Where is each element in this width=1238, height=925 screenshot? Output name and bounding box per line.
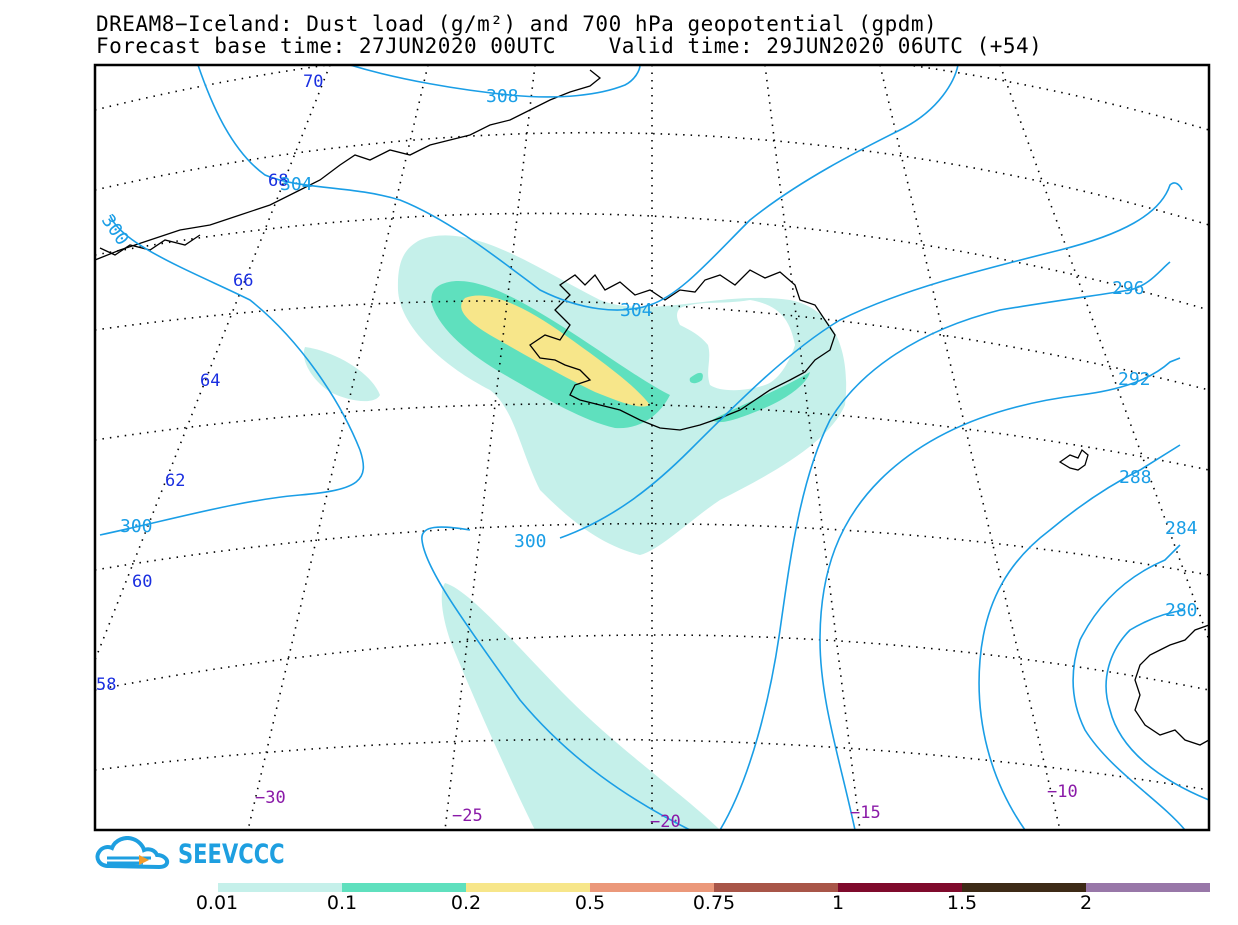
geopotential-contours (99, 65, 1209, 830)
dust-load-shading (303, 235, 847, 830)
colorbar-label: 1 (831, 892, 845, 914)
contour-label: 300 (514, 531, 547, 552)
lat-label: 62 (165, 471, 185, 491)
colorbar-segment (466, 883, 590, 892)
colorbar (218, 883, 1210, 892)
colorbar-label: 0.5 (574, 892, 606, 914)
contour-label: 288 (1119, 467, 1152, 488)
contour-304-north (197, 65, 959, 311)
contour-296 (719, 261, 1171, 830)
colorbar-segment (342, 883, 466, 892)
colorbar-label: 0.75 (692, 892, 736, 914)
colorbar-segment (1086, 883, 1210, 892)
colorbar-label: 0.1 (326, 892, 358, 914)
contour-284 (1072, 544, 1186, 830)
contour-label: 300 (97, 211, 133, 250)
colorbar-segment (714, 883, 838, 892)
lon-label: −10 (1047, 782, 1078, 802)
contour-label: 300 (120, 516, 153, 537)
norway-coast (1134, 624, 1209, 746)
lon-label: −25 (452, 806, 483, 826)
map-frame (93, 63, 1211, 832)
contour-300-main (421, 182, 1183, 830)
lon-label: −15 (850, 803, 881, 823)
lat-label: 66 (233, 271, 253, 291)
lat-label: 64 (200, 371, 220, 391)
lat-label: 58 (96, 675, 116, 695)
dust-area-high (461, 295, 650, 407)
lat-label: 70 (303, 72, 323, 92)
iceland-coast (529, 269, 836, 431)
dust-area-low-south (441, 583, 720, 830)
colorbar-segment (590, 883, 714, 892)
map-title-line2: Forecast base time: 27JUN2020 00UTC Vali… (96, 34, 1043, 58)
colorbar-segment (838, 883, 962, 892)
contour-label: 296 (1112, 278, 1145, 299)
colorbar-label: 1.5 (946, 892, 978, 914)
lat-label: 60 (132, 572, 152, 592)
coastlines (95, 69, 1209, 746)
cloud-icon (95, 836, 170, 870)
colorbar-segment (962, 883, 1086, 892)
seevccc-logo: SEEVCCC (95, 836, 305, 872)
dust-free-area (677, 300, 795, 391)
dust-area-low-west (303, 347, 380, 402)
contour-label: 304 (280, 174, 313, 195)
colorbar-label: 2 (1079, 892, 1093, 914)
colorbar-segment (218, 883, 342, 892)
dust-area-medium-se (712, 372, 810, 423)
contour-label: 284 (1165, 518, 1198, 539)
lon-label: −20 (650, 812, 681, 832)
logo-text: SEEVCCC (178, 839, 285, 870)
contour-280 (1105, 609, 1209, 801)
map-title-line1: DREAM8−Iceland: Dust load (g/m²) and 700… (96, 12, 938, 36)
contour-label: 292 (1118, 369, 1151, 390)
contour-292 (819, 357, 1181, 830)
colorbar-label: 0.01 (195, 892, 239, 914)
lat-label: 68 (268, 171, 288, 191)
dust-area-medium-east (689, 372, 703, 384)
contour-308 (349, 65, 641, 98)
greenland-coast (95, 69, 602, 261)
colorbar-label: 0.2 (450, 892, 482, 914)
contour-300-west (99, 214, 365, 536)
contour-label: 280 (1165, 600, 1198, 621)
faroe-islands (1058, 448, 1089, 471)
contour-label: 308 (486, 86, 519, 107)
lon-label: −30 (255, 788, 286, 808)
contour-label: 304 (620, 300, 653, 321)
contour-288 (978, 444, 1181, 830)
graticule (95, 65, 1209, 830)
